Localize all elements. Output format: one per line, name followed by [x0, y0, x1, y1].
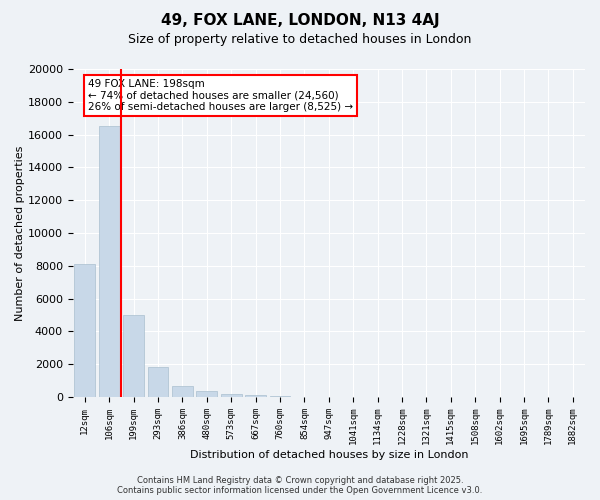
Bar	[99, 126, 119, 397]
Bar	[245, 396, 266, 397]
Text: Contains HM Land Registry data © Crown copyright and database right 2025.
Contai: Contains HM Land Registry data © Crown c…	[118, 476, 482, 495]
Bar	[172, 386, 193, 397]
Bar	[74, 264, 95, 397]
Bar	[123, 315, 144, 397]
X-axis label: Distribution of detached houses by size in London: Distribution of detached houses by size …	[190, 450, 468, 460]
Bar	[196, 392, 217, 397]
Y-axis label: Number of detached properties: Number of detached properties	[15, 146, 25, 320]
Bar	[221, 394, 242, 397]
Text: Size of property relative to detached houses in London: Size of property relative to detached ho…	[128, 32, 472, 46]
Bar	[269, 396, 290, 397]
Text: 49, FOX LANE, LONDON, N13 4AJ: 49, FOX LANE, LONDON, N13 4AJ	[161, 12, 439, 28]
Text: 49 FOX LANE: 198sqm
← 74% of detached houses are smaller (24,560)
26% of semi-de: 49 FOX LANE: 198sqm ← 74% of detached ho…	[88, 79, 353, 112]
Bar	[148, 366, 169, 397]
